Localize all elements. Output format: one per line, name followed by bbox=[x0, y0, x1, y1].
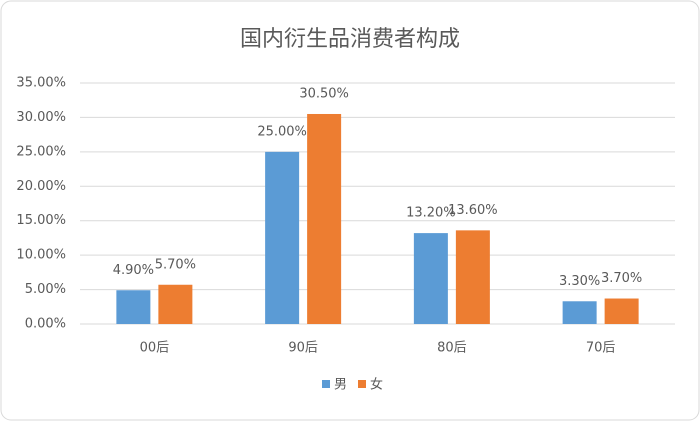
bar bbox=[265, 151, 300, 324]
value-label: 13.20% bbox=[406, 206, 456, 221]
chart-title: 国内衍生品消费者构成 bbox=[240, 27, 460, 52]
legend-label: 女 bbox=[370, 377, 383, 393]
y-tick-label: 10.00% bbox=[16, 248, 66, 263]
value-label: 4.90% bbox=[113, 263, 154, 278]
x-tick-label: 00后 bbox=[140, 341, 170, 356]
value-label: 13.60% bbox=[448, 203, 498, 218]
bar bbox=[455, 230, 490, 324]
x-tick-label: 90后 bbox=[288, 341, 318, 356]
x-tick-label: 80后 bbox=[437, 341, 467, 356]
bar bbox=[604, 298, 639, 324]
legend-swatch bbox=[358, 380, 366, 388]
x-tick-label: 70后 bbox=[586, 341, 616, 356]
bar bbox=[562, 301, 597, 324]
y-tick-label: 25.00% bbox=[16, 144, 66, 159]
y-tick-label: 5.00% bbox=[25, 282, 66, 297]
value-label: 5.70% bbox=[155, 257, 196, 272]
y-tick-label: 20.00% bbox=[16, 179, 66, 194]
bar bbox=[307, 113, 342, 324]
value-label: 3.30% bbox=[559, 274, 600, 289]
y-tick-label: 35.00% bbox=[16, 76, 66, 91]
legend-label: 男 bbox=[334, 378, 347, 393]
value-label: 30.50% bbox=[299, 86, 349, 101]
y-tick-label: 0.00% bbox=[25, 317, 66, 332]
value-label: 25.00% bbox=[257, 124, 307, 139]
value-label: 3.70% bbox=[601, 271, 642, 286]
bar bbox=[413, 233, 448, 324]
y-tick-label: 15.00% bbox=[16, 213, 66, 228]
y-tick-label: 30.00% bbox=[16, 110, 66, 125]
bar bbox=[158, 284, 193, 324]
legend-swatch bbox=[322, 380, 330, 388]
bar bbox=[116, 290, 151, 324]
